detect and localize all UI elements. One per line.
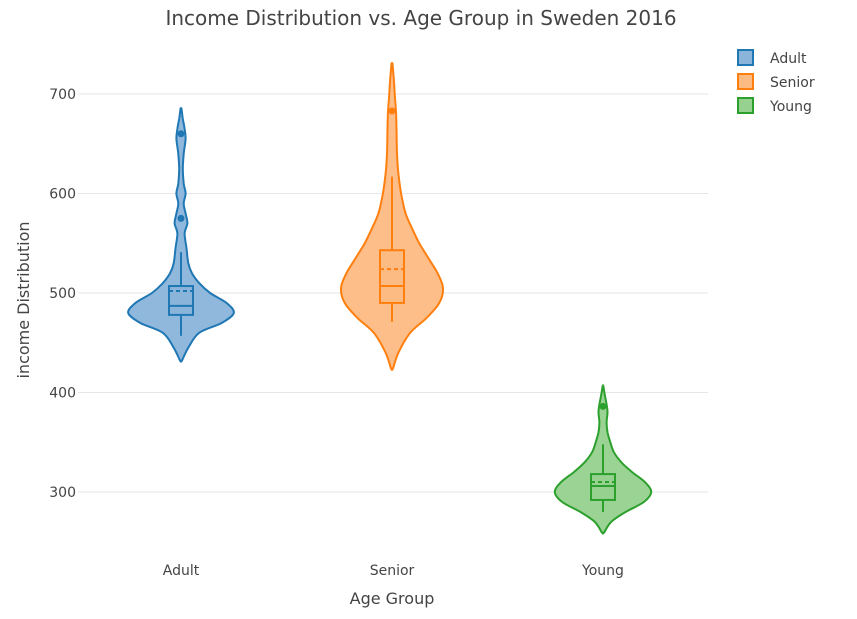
outlier-point — [599, 402, 607, 410]
x-axis-title: Age Group — [350, 589, 435, 608]
outlier-point — [388, 107, 396, 115]
y-tick-label: 700 — [49, 87, 76, 103]
legend-swatch — [737, 49, 754, 66]
violin-adult — [127, 107, 235, 363]
legend-label: Adult — [770, 51, 807, 67]
legend-label: Senior — [770, 75, 815, 91]
chart-title: Income Distribution vs. Age Group in Swe… — [165, 6, 676, 30]
legend-item-adult[interactable]: Adult — [737, 49, 807, 67]
violin-senior — [339, 62, 445, 371]
box-iqr — [379, 249, 405, 304]
outlier-point — [177, 214, 185, 222]
x-tick-label: Adult — [163, 563, 200, 579]
y-tick-label: 300 — [49, 485, 76, 501]
x-tick-label: Senior — [370, 563, 415, 579]
y-axis-ticks: 300 400 500 600 700 — [49, 87, 76, 501]
legend-item-young[interactable]: Young — [737, 97, 812, 115]
x-axis-ticks: Adult Senior Young — [163, 563, 624, 579]
outlier-point — [177, 130, 185, 138]
y-axis-title: income Distribution — [14, 221, 33, 378]
violin-shape-adult — [127, 107, 235, 363]
violins — [127, 62, 653, 535]
y-tick-label: 600 — [49, 187, 76, 203]
x-tick-label: Young — [581, 563, 624, 579]
legend-swatch — [737, 73, 754, 90]
violin-young — [553, 384, 653, 535]
y-tick-label: 500 — [49, 286, 76, 302]
y-tick-label: 400 — [49, 386, 76, 402]
legend: Adult Senior Young — [737, 49, 815, 115]
legend-swatch — [737, 97, 754, 114]
legend-label: Young — [769, 99, 812, 115]
legend-item-senior[interactable]: Senior — [737, 73, 815, 91]
